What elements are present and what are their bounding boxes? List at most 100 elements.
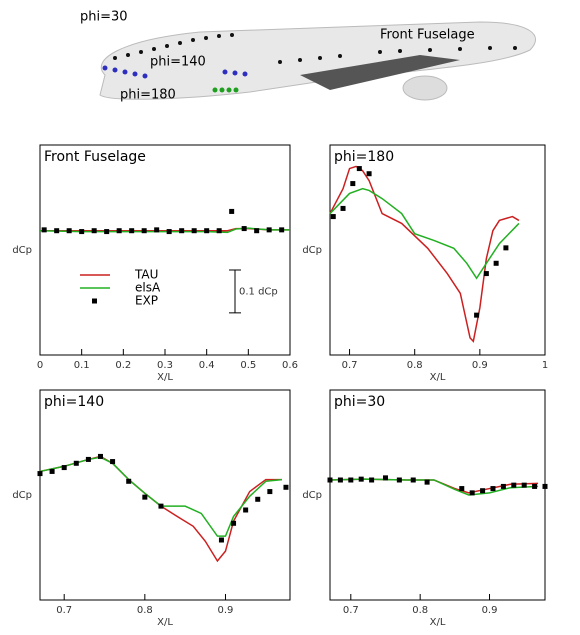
exp-marker (241, 226, 247, 232)
exp-marker (158, 503, 164, 509)
y-axis-label: dCp (302, 490, 322, 501)
exp-marker (327, 477, 333, 483)
x-tick-label: 0.3 (157, 360, 173, 371)
exp-marker (469, 490, 475, 496)
phi140-taps (102, 65, 248, 79)
exp-marker (255, 496, 261, 502)
aircraft-illustration (99, 21, 536, 101)
exp-marker (490, 486, 496, 492)
exp-marker (279, 227, 285, 233)
exp-marker (382, 475, 388, 481)
exp-marker (129, 228, 135, 234)
x-tick-label: 0.9 (482, 605, 498, 616)
chart: 0.7 0.8 0.9 X/L dCp phi=140 (12, 389, 291, 628)
illustration-label: phi=140 (150, 55, 206, 70)
exp-marker (116, 228, 122, 234)
plot-frame (329, 389, 546, 601)
exp-marker (266, 227, 272, 233)
illustration-label: phi=30 (80, 10, 128, 25)
exp-marker (532, 483, 538, 489)
fuselage (99, 21, 536, 100)
y-axis-label: dCp (302, 245, 322, 256)
x-tick-label: 0.9 (472, 360, 488, 371)
legend-label: EXP (135, 294, 158, 308)
plot-frame (39, 389, 291, 601)
exp-marker (356, 166, 362, 172)
x-tick-label: 1 (542, 360, 548, 371)
x-tick-label: 0.6 (282, 360, 298, 371)
exp-marker (104, 229, 110, 235)
exp-marker (49, 468, 55, 474)
wing (300, 55, 460, 90)
exp-marker (73, 460, 79, 466)
exp-marker (369, 477, 375, 483)
exp-marker (61, 465, 67, 471)
chart-title: Front Fuselage (44, 149, 146, 165)
chart-title: phi=30 (334, 394, 385, 410)
x-tick-label: 0.7 (56, 605, 72, 616)
exp-marker (79, 229, 85, 235)
x-tick-label: 0 (37, 360, 43, 371)
exp-marker (243, 507, 249, 513)
chart: 0.7 0.8 0.9 1 X/L dCp phi=180 (302, 144, 548, 383)
exp-marker (424, 479, 430, 485)
exp-marker (474, 312, 480, 318)
exp-marker (358, 476, 364, 482)
chart-title: phi=180 (334, 149, 394, 165)
x-axis-label: X/L (430, 372, 446, 383)
exp-marker (337, 477, 343, 483)
exp-marker (204, 228, 210, 234)
exp-marker (480, 488, 486, 494)
exp-marker (267, 489, 273, 495)
x-tick-label: 0.9 (218, 605, 234, 616)
exp-marker (54, 228, 60, 234)
exp-marker (231, 520, 237, 526)
x-tick-label: 0.5 (240, 360, 256, 371)
exp-marker (283, 484, 289, 490)
x-axis-label: X/L (430, 617, 446, 628)
exp-marker (521, 482, 527, 488)
chart: 0.7 0.8 0.9 X/L dCp phi=30 (302, 389, 548, 628)
exp-marker (493, 260, 499, 266)
plot-frame (329, 144, 546, 356)
exp-marker (91, 228, 97, 234)
exp-marker (41, 227, 47, 233)
x-tick-label: 0.8 (412, 605, 428, 616)
exp-marker (179, 228, 185, 234)
scale-bar-label: 0.1 dCp (239, 286, 278, 297)
exp-marker (154, 227, 160, 233)
exp-marker (166, 229, 172, 235)
y-axis-label: dCp (12, 245, 32, 256)
y-axis-label: dCp (12, 490, 32, 501)
exp-marker (37, 471, 43, 477)
phi30-taps (113, 33, 517, 64)
exp-marker (350, 181, 356, 187)
legend-swatch (92, 298, 97, 304)
chart: 0 0.1 0.2 0.3 0.4 0.5 0.6 X/L dCp Front Fuselage T… (12, 144, 298, 383)
exp-marker (410, 477, 416, 483)
exp-marker (503, 245, 509, 251)
series-line (39, 456, 283, 537)
exp-marker (340, 205, 346, 211)
exp-marker (191, 228, 197, 234)
x-tick-label: 0.1 (74, 360, 90, 371)
exp-marker (348, 477, 354, 483)
x-tick-label: 0.8 (137, 605, 153, 616)
plot-frame (39, 144, 291, 356)
exp-marker (500, 483, 506, 489)
x-tick-label: 0.8 (407, 360, 423, 371)
illustration-label: phi=180 (120, 88, 176, 103)
x-tick-label: 0.4 (199, 360, 215, 371)
exp-marker (229, 208, 235, 214)
exp-marker (483, 271, 489, 277)
exp-marker (126, 478, 132, 484)
exp-marker (216, 228, 222, 234)
exp-marker (218, 537, 224, 543)
x-axis-label: X/L (157, 617, 173, 628)
x-tick-label: 0.2 (115, 360, 131, 371)
series-line (329, 478, 539, 496)
exp-marker (366, 171, 372, 177)
x-tick-label: 0.7 (342, 360, 358, 371)
